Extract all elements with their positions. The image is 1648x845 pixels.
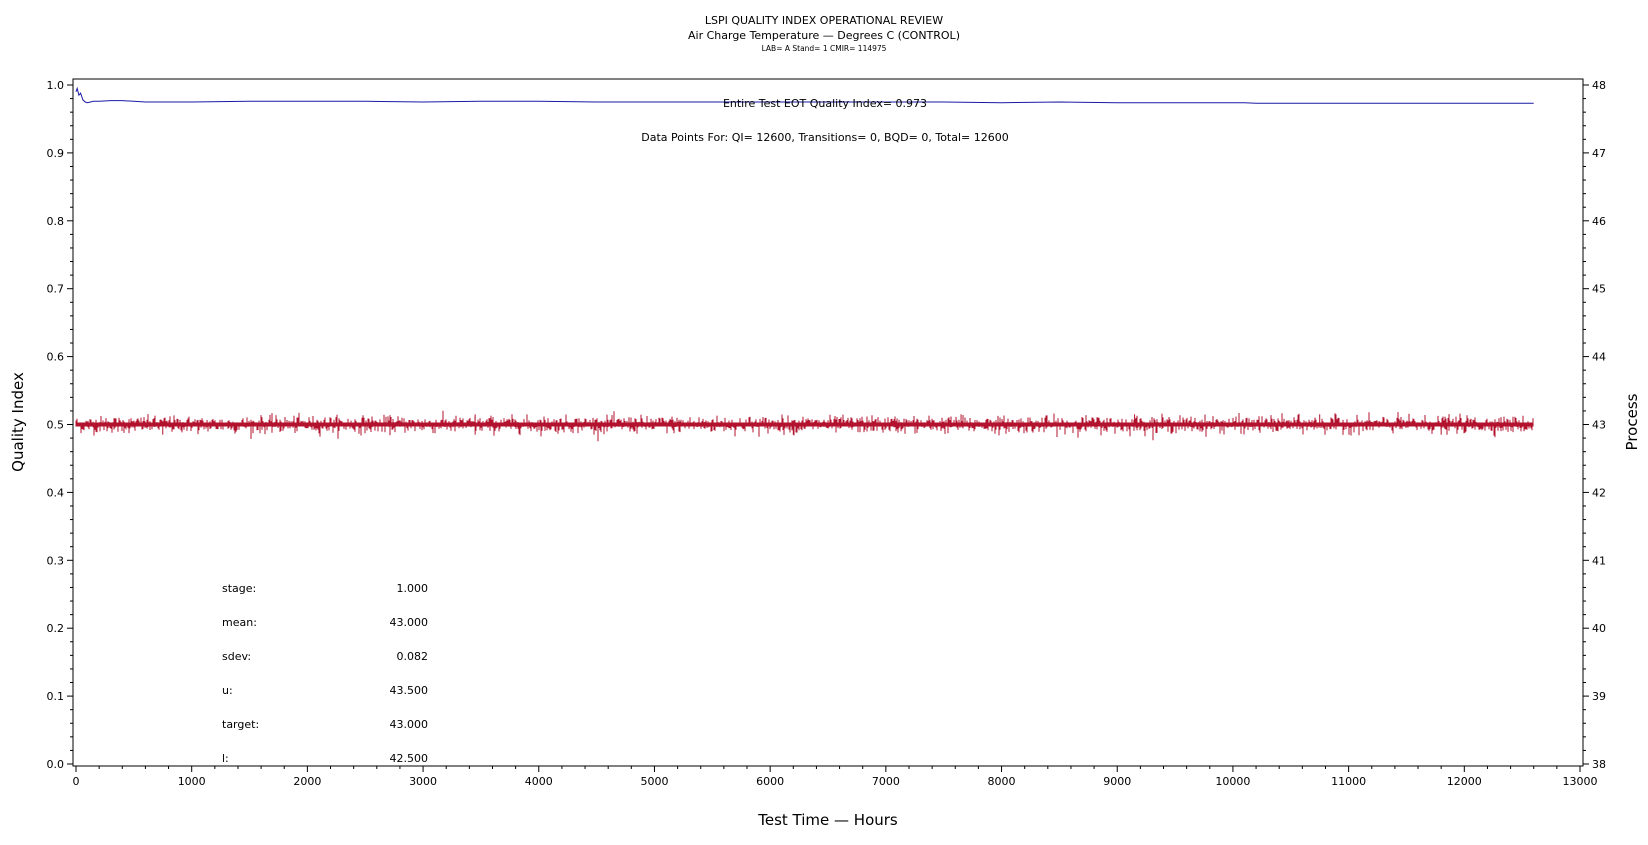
x-tick-label: 5000	[640, 775, 668, 788]
y-tick-label: 0.4	[47, 486, 65, 499]
stat-label: l:	[222, 752, 229, 765]
y-tick-label: 0.2	[47, 622, 65, 635]
y-axis-right: 38 39 40 41 42 43 44 45 46 47 48	[1583, 79, 1606, 771]
x-tick-label: 0	[73, 775, 80, 788]
series-process	[75, 410, 1534, 442]
stat-value: 1.000	[397, 582, 429, 595]
stat-value: 0.082	[397, 650, 429, 663]
y-tick-label: 0.6	[47, 351, 65, 364]
x-tick-label: 7000	[872, 775, 900, 788]
x-tick-label: 11000	[1331, 775, 1366, 788]
x-tick-label: 3000	[409, 775, 437, 788]
x-tick-label: 13000	[1563, 775, 1598, 788]
y-tick-label: 0.3	[47, 554, 65, 567]
x-tick-label: 4000	[525, 775, 553, 788]
stats-block: stage: 1.000 mean: 43.000 sdev: 0.082 u: 43.500…	[222, 582, 428, 765]
y-tick-label: 0.9	[47, 147, 65, 160]
chart-subsubtitle: LAB= A Stand= 1 CMIR= 114975	[762, 44, 887, 53]
y-tick-label: 0.1	[47, 690, 65, 703]
eot-quality-annotation: Entire Test EOT Quality Index= 0.973	[723, 97, 927, 110]
stat-value: 42.500	[390, 752, 429, 765]
y2-tick-label: 47	[1592, 147, 1606, 160]
stat-value: 43.000	[390, 718, 429, 731]
y2-tick-label: 42	[1592, 486, 1606, 499]
series-process-band	[75, 410, 1534, 442]
y2-tick-label: 40	[1592, 622, 1606, 635]
y2-tick-label: 45	[1592, 283, 1606, 296]
plot-frame	[72, 78, 1584, 767]
series-quality-index	[75, 86, 1534, 104]
x-axis-label: Test Time — Hours	[757, 811, 898, 829]
stat-value: 43.500	[390, 684, 429, 697]
y-tick-label: 0.5	[47, 419, 65, 432]
y2-tick-label: 39	[1592, 690, 1606, 703]
x-tick-label: 12000	[1447, 775, 1482, 788]
y-tick-label: 0.7	[47, 283, 65, 296]
x-tick-label: 6000	[756, 775, 784, 788]
x-tick-label: 9000	[1103, 775, 1131, 788]
x-tick-label: 2000	[293, 775, 321, 788]
data-points-annotation: Data Points For: QI= 12600, Transitions=…	[641, 131, 1009, 144]
y-tick-label: 1.0	[47, 79, 65, 92]
y2-tick-label: 46	[1592, 215, 1606, 228]
y-tick-label: 0.0	[47, 758, 65, 771]
x-tick-label: 1000	[178, 775, 206, 788]
y2-tick-label: 38	[1592, 758, 1606, 771]
stat-label: target:	[222, 718, 259, 731]
chart-title: LSPI QUALITY INDEX OPERATIONAL REVIEW	[705, 14, 943, 27]
y-axis-label: Quality Index	[9, 372, 27, 472]
x-axis: 0 1000 2000 3000 4000 5000 6000 7000 8000 9000 100…	[73, 766, 1598, 788]
stat-label: stage:	[222, 582, 256, 595]
stat-label: mean:	[222, 616, 257, 629]
stat-label: sdev:	[222, 650, 251, 663]
y2-tick-label: 44	[1592, 351, 1606, 364]
x-tick-label: 8000	[988, 775, 1016, 788]
y-axis-left: 0.0 0.1 0.2 0.3 0.4 0.5 0.6 0.7 0.8 0.9 1.0	[47, 79, 73, 771]
stat-label: u:	[222, 684, 233, 697]
y2-tick-label: 41	[1592, 554, 1606, 567]
stat-value: 43.000	[390, 616, 429, 629]
y2-axis-label: Process	[1623, 393, 1641, 450]
chart-subtitle: Air Charge Temperature — Degrees C (CONT…	[688, 29, 960, 42]
series-quality-index-line	[75, 86, 1534, 104]
y-tick-label: 0.8	[47, 215, 65, 228]
x-tick-label: 10000	[1215, 775, 1250, 788]
y2-tick-label: 48	[1592, 79, 1606, 92]
y2-tick-label: 43	[1592, 419, 1606, 432]
